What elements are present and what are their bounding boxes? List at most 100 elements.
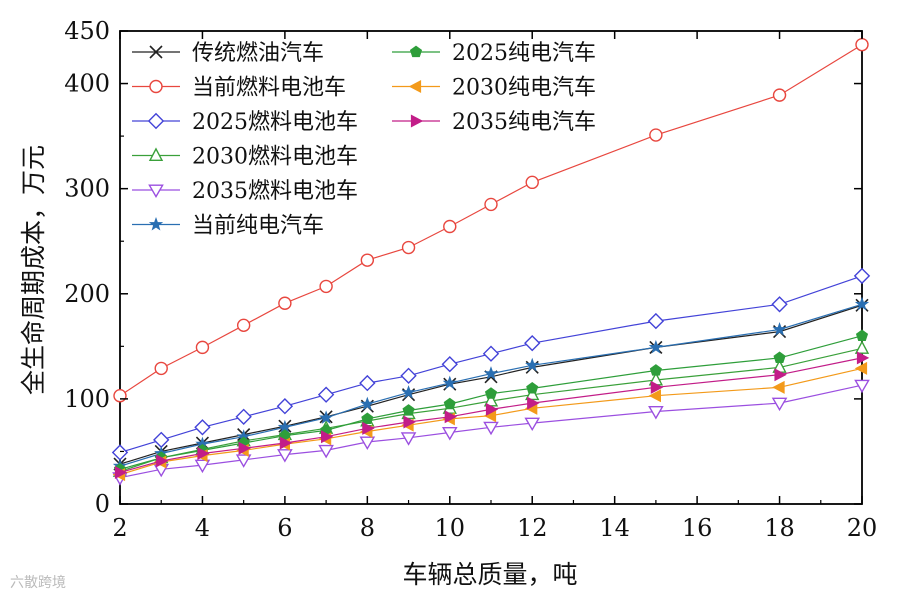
y-tick-label: 450 xyxy=(64,17,110,45)
marker-shape xyxy=(649,128,663,142)
marker-shape xyxy=(854,379,870,394)
legend-label: 2030纯电汽车 xyxy=(452,76,596,101)
data-point xyxy=(194,419,211,436)
data-point xyxy=(853,267,871,285)
y-tick-label: 300 xyxy=(64,175,110,203)
series-layer xyxy=(111,37,871,486)
marker-shape xyxy=(197,447,210,461)
marker-shape xyxy=(318,410,334,424)
marker-shape xyxy=(485,402,499,416)
legend-item-8: 2030纯电汽车 xyxy=(392,76,596,101)
data-point xyxy=(277,449,293,463)
x-tick-label: 18 xyxy=(764,514,795,542)
legend-label: 2035燃料电池车 xyxy=(192,179,358,204)
x-tick-label: 8 xyxy=(360,514,375,542)
series-2 xyxy=(113,37,869,403)
data-point xyxy=(482,345,500,362)
legend-marker xyxy=(148,217,164,231)
y-tick-label: 0 xyxy=(95,490,110,518)
data-point xyxy=(235,408,252,425)
data-point xyxy=(526,382,539,394)
marker-shape xyxy=(853,267,871,285)
legend-item-9: 2035纯电汽车 xyxy=(392,110,596,135)
legend-item-1: 传统燃油汽车 xyxy=(132,41,324,66)
marker-shape xyxy=(774,368,787,382)
data-point xyxy=(771,397,788,412)
marker-shape xyxy=(236,318,251,333)
marker-shape xyxy=(855,329,869,341)
data-point xyxy=(400,432,417,446)
legend-item-3: 2025燃料电池车 xyxy=(132,110,358,135)
marker-shape xyxy=(235,408,252,425)
legend-label: 2035纯电汽车 xyxy=(452,110,596,135)
legend-marker xyxy=(410,114,424,128)
series-line xyxy=(119,275,863,454)
marker-stroke xyxy=(149,45,163,59)
data-point xyxy=(279,436,293,450)
data-point xyxy=(854,340,870,354)
data-point xyxy=(236,318,251,333)
data-point xyxy=(527,396,540,410)
marker-shape xyxy=(194,459,211,474)
marker-shape xyxy=(402,404,415,416)
data-point xyxy=(648,339,664,354)
marker-shape xyxy=(772,88,787,102)
data-point xyxy=(235,454,252,468)
marker-shape xyxy=(410,114,424,128)
data-point xyxy=(441,427,458,441)
legend-marker xyxy=(149,79,163,94)
data-point xyxy=(362,421,375,435)
data-point xyxy=(443,397,456,410)
data-point xyxy=(484,387,498,399)
marker-shape xyxy=(278,296,292,310)
marker-shape xyxy=(525,175,539,190)
legend-marker xyxy=(408,80,422,93)
y-axis-label: 全生命周期成本，万元 xyxy=(19,145,48,395)
data-point xyxy=(524,417,541,432)
legend-label: 2025纯电汽车 xyxy=(452,41,596,66)
marker-shape xyxy=(648,406,664,420)
marker-shape xyxy=(317,386,335,403)
data-point xyxy=(359,374,376,392)
data-point xyxy=(855,37,869,52)
series-3 xyxy=(111,267,871,461)
legend-label: 当前燃料电池车 xyxy=(192,76,346,101)
x-tick-label: 6 xyxy=(277,514,292,542)
data-point xyxy=(484,197,498,212)
data-point xyxy=(483,366,499,380)
marker-shape xyxy=(321,430,334,444)
x-axis-label: 车辆总质量，吨 xyxy=(402,560,577,589)
x-tick-label: 12 xyxy=(517,514,548,542)
data-point xyxy=(319,279,333,294)
series-line xyxy=(119,303,863,467)
data-point xyxy=(156,454,169,468)
marker-shape xyxy=(854,296,870,311)
marker-shape xyxy=(409,45,423,58)
data-point xyxy=(773,351,786,364)
marker-shape xyxy=(360,253,375,267)
data-point xyxy=(238,441,251,455)
data-point xyxy=(483,421,499,436)
legend-item-6: 当前纯电汽车 xyxy=(132,214,324,239)
marker-shape xyxy=(276,398,294,415)
marker-shape xyxy=(194,419,211,436)
data-point xyxy=(114,465,128,479)
marker-shape xyxy=(400,367,417,384)
marker-shape xyxy=(279,436,293,450)
data-point xyxy=(197,447,210,461)
legend-label: 传统燃油汽车 xyxy=(192,41,324,66)
marker-shape xyxy=(235,454,252,468)
data-point xyxy=(360,396,375,411)
marker-shape xyxy=(855,37,869,52)
marker-shape xyxy=(238,441,251,455)
data-point xyxy=(400,367,417,384)
marker-shape xyxy=(400,432,417,446)
marker-shape xyxy=(648,389,661,403)
data-point xyxy=(195,340,210,355)
marker-shape xyxy=(111,444,129,461)
data-point xyxy=(443,219,457,234)
data-point xyxy=(402,404,415,416)
y-tick-label: 100 xyxy=(64,385,110,413)
legend-label: 当前纯电汽车 xyxy=(192,214,324,239)
legend-marker xyxy=(148,147,164,162)
